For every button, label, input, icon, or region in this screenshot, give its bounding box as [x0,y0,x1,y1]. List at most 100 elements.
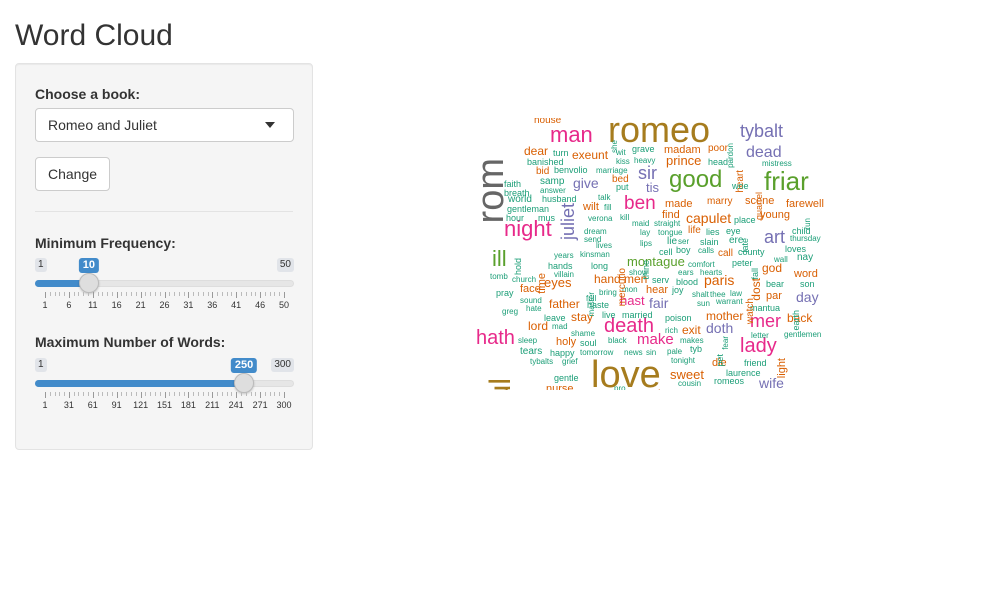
cloud-word: lies [706,227,720,237]
slider-minor-tick [231,392,233,396]
slider-minor-tick [111,292,113,296]
cloud-word: hath [476,327,515,349]
slider-minor-tick [279,392,281,396]
slider-tick-label: 211 [205,400,220,410]
slider-tick [45,392,46,398]
slider-minor-tick [221,292,223,296]
cloud-word: sleep [518,336,538,345]
slider-minor-tick [145,392,147,396]
slider-minor-tick [83,392,85,396]
slider-tick [45,292,46,298]
slider-minor-tick [169,392,171,396]
cloud-word: tongue [658,228,683,237]
slider-tick-label: 31 [183,300,194,310]
cloud-word: god [762,261,783,275]
cloud-word: nurse [546,383,574,391]
cloud-word: soul [580,338,597,348]
slider-minor-tick [78,392,80,396]
cloud-word: run [803,218,812,230]
max-words-slider[interactable]: 1 300 250 1 31 61 91 121 151 181 211 241 271 300 [35,358,294,418]
cloud-word: friar [764,166,809,196]
slider-minor-tick [197,292,199,296]
slider-min-label: 1 [35,358,47,372]
cloud-word: put [616,182,629,192]
cloud-word: leave [544,313,566,323]
cloud-word: answer [540,186,566,195]
divider [35,211,293,212]
slider-minor-tick [49,392,51,396]
cloud-word: lie [667,236,678,247]
slider-grid: 1 6 11 16 21 26 31 36 41 46 50 [35,292,294,312]
slider-minor-tick [131,292,133,296]
cloud-word: grief [562,357,578,366]
cloud-word: sweet [670,367,704,382]
slider-minor-tick [274,392,276,396]
cloud-word: banished [527,157,564,167]
slider-tick-label: 11 [88,300,98,310]
slider-minor-tick [59,292,61,296]
slider-tick [164,292,166,298]
cloud-word: son [800,279,815,289]
cloud-word: word [794,268,818,280]
cloud-word: life [688,225,701,236]
cloud-word: happy [550,348,575,358]
min-frequency-slider[interactable]: 1 50 10 1 6 11 16 21 26 31 36 41 46 50 [35,258,294,318]
slider-minor-tick [73,392,75,396]
slider-minor-tick [250,392,252,396]
cloud-word: dear [524,144,549,158]
slider-minor-tick [121,392,123,396]
cloud-word: poor [708,143,729,154]
slider-tick [140,292,142,298]
cloud-word: sin [646,348,657,357]
cloud-word: peter [732,258,753,268]
cloud-word: tonight [671,356,696,365]
cloud-word: tomorrow [580,348,614,357]
slider-tick [140,392,142,398]
cloud-word: call [718,248,734,259]
cloud-word: day [796,289,819,305]
cloud-word: live [602,310,616,320]
slider-grid: 1 31 61 91 121 151 181 211 241 271 300 [35,392,294,412]
cloud-word: scene [745,195,775,207]
slider-tick-label: 181 [180,400,196,410]
slider-handle[interactable] [78,273,99,293]
slider-bar [35,380,245,387]
slider-minor-tick [88,392,90,396]
slider-minor-tick [64,392,66,396]
cloud-word: mother [706,309,744,323]
cloud-word: pet [715,354,725,367]
cloud-word: ill [492,246,507,271]
cloud-word: kill [620,213,630,222]
change-button[interactable]: Change [35,157,111,191]
cloud-word: jul [484,378,517,390]
slider-tick [212,392,214,398]
cloud-word: lady [740,335,777,357]
cloud-word: shalt [692,290,709,299]
cloud-word: hear [646,284,669,296]
slider-tick-label: 271 [252,400,268,410]
slider-minor-tick [159,292,161,296]
slider-minor-tick [49,292,51,296]
cloud-word: hold [513,258,523,276]
cloud-word: calls [698,246,715,255]
cloud-word: talk [598,193,611,202]
slider-minor-tick [111,392,113,396]
slider-tick [284,292,285,298]
slider-bar [35,280,89,287]
cloud-word: mus [538,213,556,223]
slider-handle[interactable] [234,373,255,393]
slider-tick [188,392,190,398]
cloud-word: show [629,268,648,277]
slider-minor-tick [88,292,90,296]
cloud-word: tybalt [740,121,784,141]
book-select[interactable]: Romeo and Juliet [35,108,294,142]
cloud-word: lives [596,241,613,250]
cloud-word: married [622,310,653,320]
cloud-word: makes [680,336,704,345]
cloud-word: earth [791,310,801,331]
slider-minor-tick [274,292,276,296]
cloud-word: bring [599,288,617,297]
cloud-word: sun [697,299,710,308]
cloud-word: lips [640,239,653,248]
cloud-word: husband [542,194,577,204]
